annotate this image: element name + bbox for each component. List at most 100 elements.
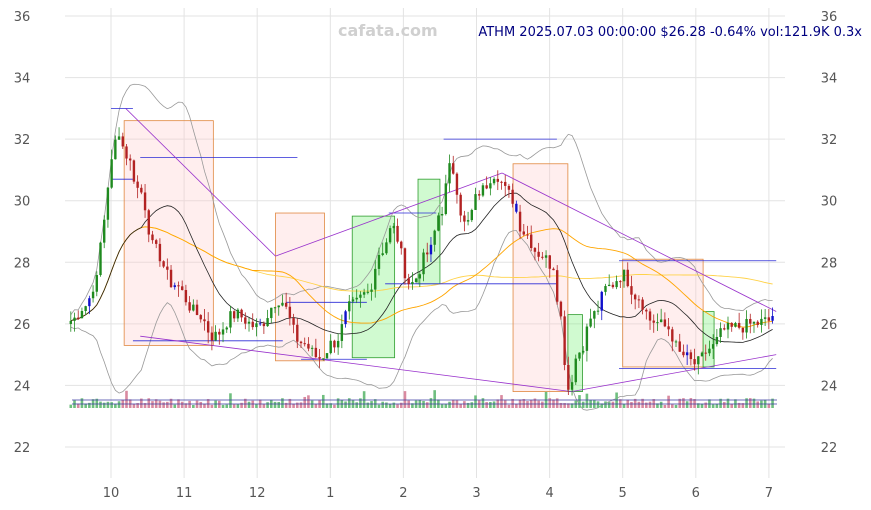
candle-body bbox=[581, 350, 585, 353]
ma-short-line bbox=[70, 192, 773, 343]
candle-body bbox=[322, 358, 325, 360]
candle-body bbox=[140, 187, 143, 193]
volume-bar bbox=[84, 403, 87, 408]
candle-body bbox=[593, 311, 596, 319]
candle-body bbox=[648, 311, 652, 321]
volume-bar bbox=[76, 403, 80, 408]
x-tick-label: 5 bbox=[619, 486, 627, 501]
volume-bar bbox=[399, 402, 403, 408]
candle-body bbox=[407, 278, 410, 285]
candle-body bbox=[218, 331, 221, 335]
candle-body bbox=[567, 364, 570, 390]
volume-bar bbox=[663, 404, 667, 408]
candle-body bbox=[329, 340, 332, 354]
candle-body bbox=[671, 329, 674, 342]
candle-body bbox=[240, 309, 243, 318]
candle-body bbox=[303, 343, 306, 345]
volume-bar bbox=[767, 404, 771, 408]
volume-bar bbox=[132, 404, 136, 408]
volume-bar bbox=[500, 395, 503, 408]
candle-body bbox=[214, 331, 217, 341]
candle-body bbox=[132, 160, 136, 182]
volume-bar bbox=[444, 404, 448, 408]
x-tick-label: 3 bbox=[472, 486, 480, 501]
volume-bar bbox=[429, 398, 433, 408]
candle-body bbox=[255, 323, 258, 328]
candle-body bbox=[563, 316, 566, 365]
volume-bar bbox=[492, 401, 496, 408]
candle-body bbox=[244, 317, 247, 324]
candlestick-series bbox=[69, 127, 774, 396]
volume-bar bbox=[459, 404, 462, 408]
volume-bar bbox=[307, 395, 310, 408]
candle-body bbox=[463, 215, 466, 222]
candle-body bbox=[177, 285, 180, 287]
volume-bar bbox=[192, 404, 195, 408]
volume-bar bbox=[292, 403, 295, 408]
candle-body bbox=[693, 359, 696, 365]
candle-body bbox=[678, 341, 681, 352]
candle-body bbox=[633, 294, 637, 300]
candle-body bbox=[299, 341, 303, 344]
volume-bar bbox=[422, 400, 425, 408]
candle-body bbox=[348, 301, 351, 312]
volume-bar bbox=[229, 393, 232, 408]
volume-bar bbox=[433, 390, 436, 408]
candle-body bbox=[711, 344, 715, 349]
volume-bar bbox=[392, 402, 396, 408]
candle-body bbox=[682, 351, 685, 356]
candle-body bbox=[752, 321, 756, 324]
y-tick-label-left: 22 bbox=[14, 441, 31, 456]
candle-body bbox=[117, 136, 121, 140]
candle-body bbox=[600, 291, 603, 311]
candle-body bbox=[362, 292, 366, 295]
volume-bar bbox=[648, 401, 652, 408]
y-tick-label-right: 36 bbox=[821, 10, 838, 25]
volume-bar bbox=[403, 391, 407, 408]
volume-bar bbox=[140, 398, 143, 408]
volume-bar bbox=[570, 403, 574, 408]
volume-bar bbox=[719, 398, 722, 408]
y-tick-label-right: 24 bbox=[821, 379, 838, 394]
candle-body bbox=[147, 210, 150, 235]
y-tick-label-right: 32 bbox=[821, 133, 838, 148]
candle-body bbox=[500, 181, 503, 183]
y-tick-label-right: 34 bbox=[821, 72, 838, 87]
volume-bar bbox=[448, 401, 451, 408]
volume-bar bbox=[633, 398, 637, 408]
candle-body bbox=[273, 307, 277, 309]
candle-body bbox=[429, 244, 433, 255]
candle-body bbox=[258, 323, 262, 325]
candle-body bbox=[530, 234, 533, 249]
candle-body bbox=[351, 299, 355, 302]
volume-bar bbox=[440, 404, 444, 408]
candle-body bbox=[106, 187, 110, 220]
ma-mid-line bbox=[70, 226, 773, 328]
volume-bar bbox=[325, 403, 329, 408]
volume-bar bbox=[206, 399, 210, 408]
candle-body bbox=[455, 173, 459, 195]
candle-body bbox=[195, 304, 199, 316]
volume-bar bbox=[711, 404, 715, 408]
y-tick-label-right: 22 bbox=[821, 441, 838, 456]
candle-body bbox=[266, 318, 269, 327]
candle-body bbox=[251, 321, 254, 328]
y-tick-label-left: 30 bbox=[14, 195, 31, 210]
trend-line bbox=[125, 108, 276, 257]
volume-bar bbox=[91, 399, 95, 408]
candle-body bbox=[730, 322, 733, 327]
y-tick-label-left: 28 bbox=[14, 256, 31, 271]
candle-body bbox=[158, 243, 162, 262]
volume-bar bbox=[225, 404, 229, 408]
candle-body bbox=[370, 289, 373, 292]
candle-body bbox=[656, 322, 659, 324]
y-tick-label-left: 24 bbox=[14, 379, 31, 394]
volume-bar bbox=[151, 401, 154, 408]
candle-body bbox=[645, 309, 648, 312]
volume-bar bbox=[585, 393, 589, 408]
volume-bar bbox=[567, 403, 570, 408]
candle-body bbox=[630, 286, 633, 295]
volume-bar bbox=[693, 399, 696, 408]
candle-body bbox=[659, 319, 663, 323]
candle-body bbox=[652, 320, 655, 323]
